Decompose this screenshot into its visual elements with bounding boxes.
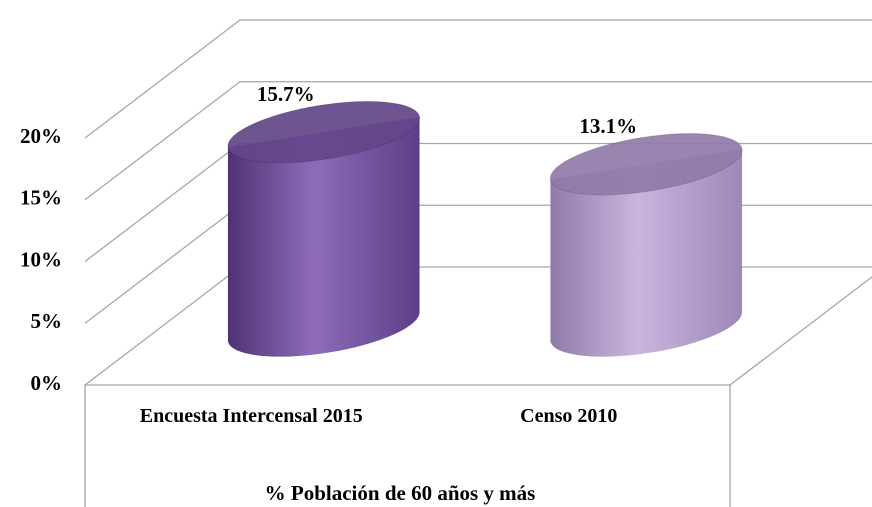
y-tick-label: 10% xyxy=(20,247,62,271)
cylinder xyxy=(549,133,743,357)
y-tick-label: 0% xyxy=(31,371,63,395)
y-tick-label: 5% xyxy=(31,309,63,333)
cylinder-top xyxy=(549,133,743,196)
x-tick-label: Censo 2010 xyxy=(520,405,618,427)
grid-line xyxy=(84,142,872,263)
cylinder-body xyxy=(227,116,420,357)
grid-line xyxy=(84,81,872,201)
cylinder-top-shade xyxy=(550,133,743,195)
grid-line xyxy=(84,204,872,324)
value-label: 15.7% xyxy=(257,82,315,106)
grid-line xyxy=(84,19,872,139)
cylinder-top-shade xyxy=(227,101,420,163)
y-tick-label: 20% xyxy=(20,124,62,148)
x-tick-label: Encuesta Intercensal 2015 xyxy=(139,405,363,427)
cylinder-top xyxy=(227,100,421,164)
x-axis-title: % Población de 60 años y más xyxy=(265,481,536,505)
floor-edge xyxy=(729,276,872,386)
value-label: 13.1% xyxy=(579,114,637,138)
y-tick-label: 15% xyxy=(20,186,62,210)
cylinder xyxy=(227,100,421,357)
cylinder-body xyxy=(550,149,743,357)
